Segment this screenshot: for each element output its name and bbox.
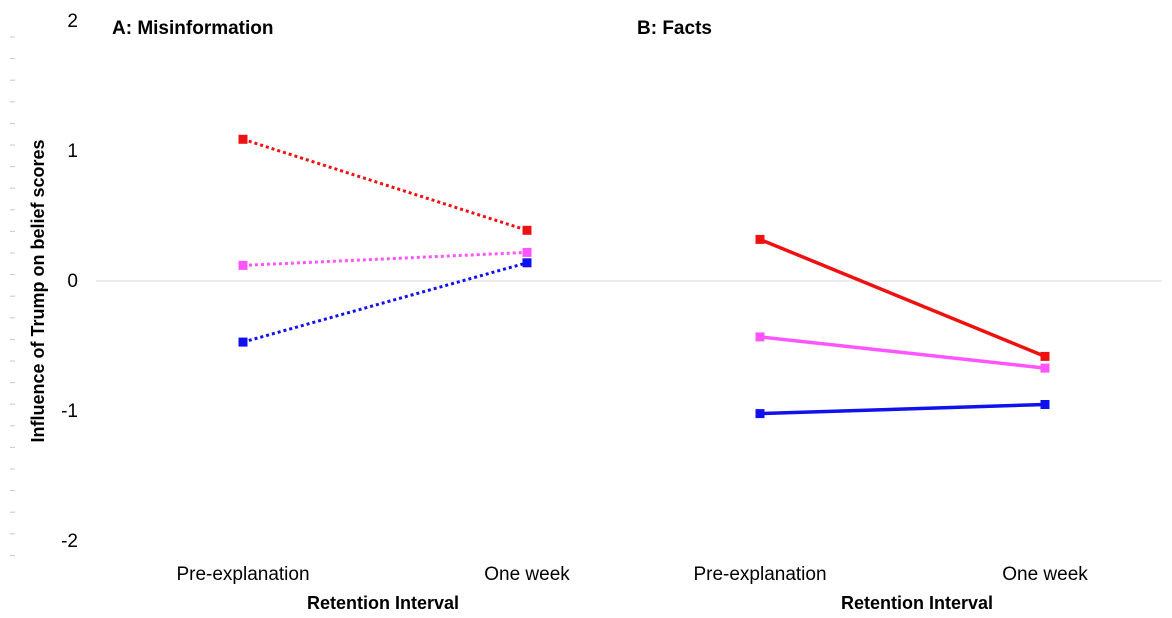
y-tick-label: -2 [61,531,78,552]
panel-facts: B: Facts Pre-explanation One week Retenti… [637,18,1088,613]
series-line [759,402,1046,416]
series-line [242,261,528,344]
y-axis-title: Influence of Trump on belief scores [28,139,48,442]
left-axis-dashes [10,36,15,556]
series-marker [238,134,248,144]
x-tick-label: One week [1002,564,1088,585]
series-marker [238,337,248,347]
series-line [759,237,1046,359]
y-tick-label: 1 [67,141,78,162]
series-marker [755,234,765,244]
x-tick-label: One week [484,564,570,585]
series-marker [522,225,532,235]
series-marker [1040,351,1050,361]
series-marker [755,409,765,419]
series-marker [238,260,248,270]
series-marker [522,247,532,257]
series-line [242,250,528,267]
series-marker [522,258,532,268]
series-line [242,137,528,232]
y-tick-label: -1 [61,401,78,422]
panel-title-facts: B: Facts [637,18,712,39]
y-tick-label: 0 [67,271,78,292]
y-axis-tick-labels: 2 1 0 -1 -2 [61,11,78,552]
series-line [759,335,1046,370]
series-marker [1040,363,1050,373]
series-marker [755,332,765,342]
x-axis-title-misinformation: Retention Interval [307,593,459,613]
panel-title-misinformation: A: Misinformation [112,18,274,39]
x-tick-label: Pre-explanation [176,564,309,585]
x-tick-label: Pre-explanation [693,564,826,585]
x-axis-title-facts: Retention Interval [841,593,993,613]
series-marker [1040,400,1050,409]
y-tick-label: 2 [67,11,78,32]
panel-misinformation: A: Misinformation Pre-explanation One wee… [112,18,570,613]
